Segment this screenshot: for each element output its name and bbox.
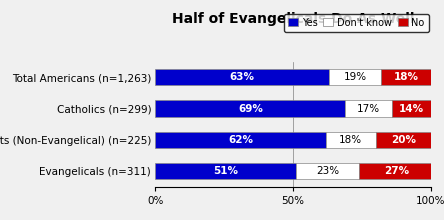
Bar xyxy=(381,69,431,85)
Text: 63%: 63% xyxy=(230,72,254,82)
Bar xyxy=(359,163,433,180)
Bar xyxy=(392,101,431,117)
Bar xyxy=(296,163,359,180)
Text: 69%: 69% xyxy=(238,104,263,114)
Bar xyxy=(155,69,329,85)
Text: 17%: 17% xyxy=(357,104,381,114)
Bar xyxy=(376,132,431,148)
Text: 27%: 27% xyxy=(384,166,409,176)
Bar xyxy=(155,101,345,117)
Text: 20%: 20% xyxy=(391,135,416,145)
Bar xyxy=(155,163,296,180)
Bar xyxy=(155,132,326,148)
Text: 23%: 23% xyxy=(316,166,339,176)
Title: Half of Evangelicals Do As Well: Half of Evangelicals Do As Well xyxy=(172,12,414,26)
Text: 14%: 14% xyxy=(399,104,424,114)
Legend: Yes, Don't know, No: Yes, Don't know, No xyxy=(284,14,428,32)
Text: 62%: 62% xyxy=(228,135,253,145)
Text: 18%: 18% xyxy=(339,135,362,145)
Text: 19%: 19% xyxy=(343,72,367,82)
Bar xyxy=(329,69,381,85)
Bar xyxy=(345,101,392,117)
Bar xyxy=(326,132,376,148)
Text: 18%: 18% xyxy=(393,72,418,82)
Text: 51%: 51% xyxy=(213,166,238,176)
